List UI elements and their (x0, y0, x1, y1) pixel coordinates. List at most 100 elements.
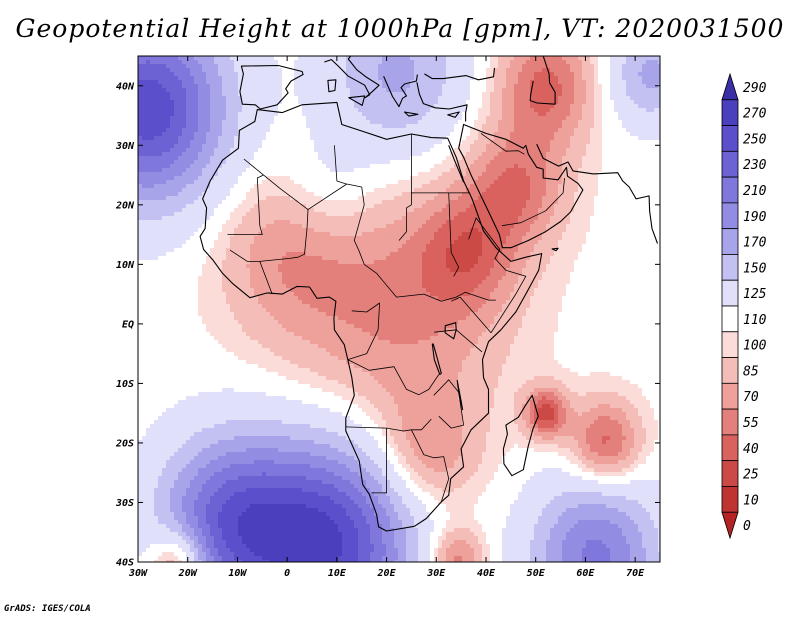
field-cell (358, 76, 363, 81)
field-cell (194, 84, 199, 89)
field-cell (610, 136, 615, 141)
field-cell (174, 140, 179, 145)
field-cell (330, 168, 335, 173)
field-cell (310, 128, 315, 133)
field-cell (426, 88, 431, 93)
field-cell (322, 100, 327, 105)
field-cell (574, 148, 579, 153)
field-cell (450, 176, 455, 181)
field-cell (630, 80, 635, 85)
field-cell (182, 144, 187, 149)
field-cell (482, 88, 487, 93)
field-cell (346, 112, 351, 117)
field-cell (394, 64, 399, 69)
field-cell (646, 80, 651, 85)
field-cell (646, 172, 651, 177)
field-cell (642, 104, 647, 109)
field-cell (446, 180, 451, 185)
field-cell (630, 168, 635, 173)
field-cell (370, 116, 375, 121)
field-cell (450, 120, 455, 125)
field-cell (634, 100, 639, 105)
field-cell (594, 160, 599, 165)
field-cell (626, 72, 631, 77)
field-cell (598, 112, 603, 117)
field-cell (222, 180, 227, 185)
field-cell (526, 160, 531, 165)
field-cell (254, 196, 259, 201)
field-cell (618, 132, 623, 137)
field-cell (218, 112, 223, 117)
field-cell (138, 136, 143, 141)
field-cell (442, 172, 447, 177)
field-cell (414, 204, 419, 209)
field-cell (170, 68, 175, 73)
field-cell (478, 160, 483, 165)
field-cell (390, 160, 395, 165)
field-cell (370, 108, 375, 113)
field-cell (162, 72, 167, 77)
field-cell (138, 196, 143, 201)
field-cell (526, 76, 531, 81)
field-cell (354, 196, 359, 201)
field-cell (182, 184, 187, 189)
field-cell (554, 144, 559, 149)
field-cell (574, 176, 579, 181)
field-cell (434, 64, 439, 69)
field-cell (538, 68, 543, 73)
field-cell (554, 148, 559, 153)
field-cell (410, 164, 415, 169)
field-cell (438, 108, 443, 113)
field-cell (426, 152, 431, 157)
field-cell (230, 188, 235, 193)
field-cell (466, 172, 471, 177)
field-cell (154, 144, 159, 149)
field-cell (158, 64, 163, 69)
field-cell (170, 176, 175, 181)
field-cell (246, 192, 251, 197)
field-cell (658, 204, 660, 209)
field-cell (258, 120, 263, 125)
field-cell (374, 88, 379, 93)
field-cell (286, 148, 291, 153)
field-cell (190, 128, 195, 133)
field-cell (546, 152, 551, 157)
field-cell (578, 76, 583, 81)
field-cell (238, 136, 243, 141)
field-cell (254, 188, 259, 193)
field-cell (302, 168, 307, 173)
field-cell (186, 116, 191, 121)
field-cell (422, 152, 427, 157)
field-cell (430, 96, 435, 101)
field-cell (398, 68, 403, 73)
field-cell (518, 100, 523, 105)
field-cell (198, 148, 203, 153)
field-cell (422, 84, 427, 89)
field-cell (162, 116, 167, 121)
field-cell (502, 60, 507, 65)
field-cell (526, 168, 531, 173)
field-cell (522, 96, 527, 101)
field-cell (538, 132, 543, 137)
field-cell (654, 124, 659, 129)
field-cell (570, 152, 575, 157)
field-cell (282, 76, 287, 81)
field-cell (326, 64, 331, 69)
field-cell (246, 144, 251, 149)
field-cell (202, 180, 207, 185)
field-cell (354, 180, 359, 185)
field-cell (646, 100, 651, 105)
field-cell (170, 180, 175, 185)
field-cell (482, 124, 487, 129)
field-cell (446, 108, 451, 113)
field-cell (622, 132, 627, 137)
field-cell (158, 180, 163, 185)
field-cell (450, 84, 455, 89)
field-cell (606, 64, 611, 69)
field-cell (322, 160, 327, 165)
field-cell (354, 104, 359, 109)
field-cell (286, 112, 291, 117)
field-cell (178, 176, 183, 181)
field-cell (618, 60, 623, 65)
field-cell (446, 144, 451, 149)
